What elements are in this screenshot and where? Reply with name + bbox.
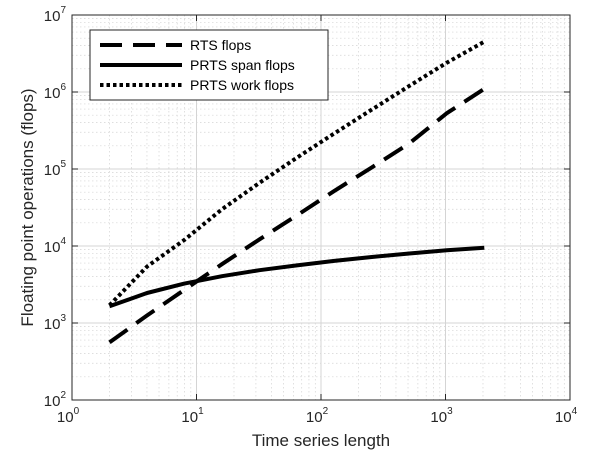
x-tick-exponent: 3 (447, 406, 453, 417)
series-line-0 (108, 87, 486, 345)
x-tick-base: 10 (306, 409, 323, 426)
y-axis-label: Floating point operations (flops) (18, 88, 37, 326)
x-tick-label: 104 (555, 406, 578, 426)
y-tick-exponent: 5 (60, 159, 66, 170)
x-tick-label: 103 (430, 406, 453, 426)
y-tick-base: 10 (44, 393, 61, 410)
y-tick-base: 10 (44, 8, 61, 25)
x-tick-exponent: 0 (74, 406, 80, 417)
y-tick-base: 10 (44, 316, 61, 333)
y-tick-base: 10 (44, 162, 61, 179)
x-tick-exponent: 1 (198, 406, 204, 417)
legend-label-1: PRTS span flops (190, 57, 295, 73)
y-tick-label: 104 (44, 236, 67, 256)
y-tick-exponent: 6 (60, 82, 66, 93)
x-tick-exponent: 2 (323, 406, 329, 417)
y-tick-base: 10 (44, 85, 61, 102)
x-tick-label: 101 (181, 406, 204, 426)
x-tick-base: 10 (555, 409, 572, 426)
y-tick-exponent: 3 (60, 313, 66, 324)
legend: RTS flops PRTS span flops PRTS work flops (89, 29, 329, 101)
y-tick-label: 102 (44, 390, 67, 410)
y-tick-base: 10 (44, 239, 61, 256)
y-tick-exponent: 7 (60, 5, 66, 16)
x-axis-label: Time series length (252, 431, 390, 450)
y-tick-label: 103 (44, 313, 67, 333)
x-tick-label: 100 (57, 406, 80, 426)
y-tick-label: 106 (44, 82, 67, 102)
axes (71, 14, 571, 401)
legend-label-0: RTS flops (190, 37, 251, 53)
series-line-1 (108, 245, 485, 309)
x-tick-label: 102 (306, 406, 329, 426)
x-tick-base: 10 (430, 409, 447, 426)
legend-label-2: PRTS work flops (190, 77, 294, 93)
y-tick-label: 105 (44, 159, 67, 179)
series-lines (108, 39, 486, 345)
series-line-2 (108, 39, 486, 307)
x-tick-exponent: 4 (572, 406, 578, 417)
x-tick-labels: 100 101 102 103 104 (57, 406, 578, 426)
x-tick-base: 10 (181, 409, 198, 426)
y-tick-exponent: 2 (60, 390, 66, 401)
x-tick-base: 10 (57, 409, 74, 426)
y-tick-exponent: 4 (60, 236, 66, 247)
y-tick-label: 107 (44, 5, 67, 25)
